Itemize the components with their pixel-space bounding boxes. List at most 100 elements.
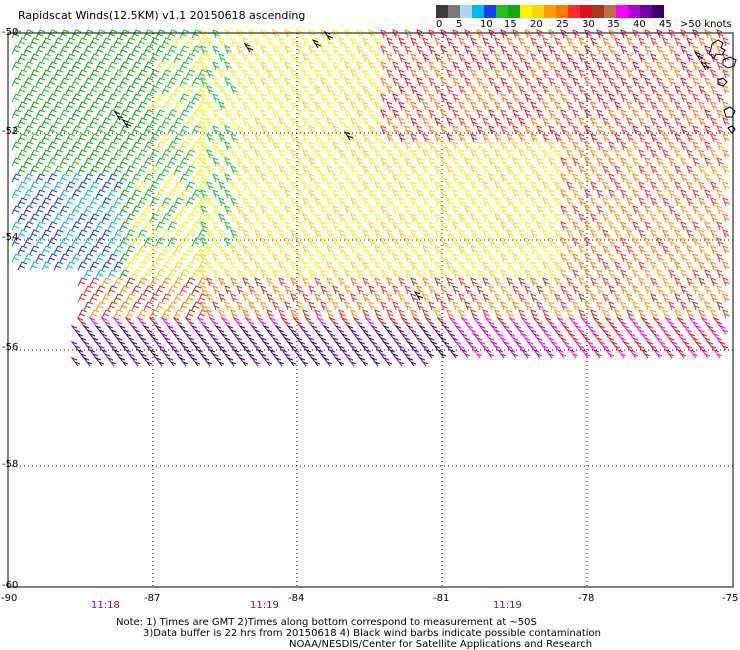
wind-barb bbox=[692, 173, 700, 183]
wind-barb bbox=[500, 77, 508, 87]
wind-barb bbox=[638, 133, 646, 143]
wind-barb bbox=[131, 141, 142, 151]
wind-barb bbox=[296, 29, 304, 39]
wind-barb bbox=[208, 332, 219, 343]
wind-barb bbox=[316, 348, 327, 359]
wind-barb bbox=[212, 189, 220, 199]
wind-barb bbox=[100, 316, 111, 327]
wind-barb bbox=[670, 340, 681, 351]
land-island bbox=[708, 39, 726, 59]
wind-barb bbox=[11, 173, 22, 183]
wind-barb bbox=[634, 340, 645, 351]
wind-barb bbox=[500, 61, 508, 71]
wind-barb bbox=[230, 117, 238, 127]
wind-barb bbox=[542, 101, 550, 111]
wind-barb bbox=[434, 277, 442, 287]
wind-barb bbox=[71, 237, 82, 247]
wind-barb bbox=[704, 77, 712, 87]
wind-barb bbox=[398, 245, 406, 255]
wind-barb bbox=[266, 37, 274, 47]
wind-barb bbox=[112, 316, 123, 327]
wind-barb bbox=[278, 85, 286, 95]
wind-barb bbox=[220, 316, 231, 327]
wind-barb bbox=[644, 29, 652, 39]
wind-barb bbox=[302, 37, 310, 47]
wind-barb bbox=[296, 205, 304, 215]
wind-barb bbox=[388, 348, 399, 359]
wind-barb bbox=[692, 29, 700, 39]
wind-barb bbox=[113, 101, 124, 111]
wind-barb bbox=[161, 309, 172, 319]
wind-barb bbox=[652, 348, 663, 359]
wind-barb bbox=[332, 61, 340, 71]
wind-barb bbox=[434, 37, 442, 47]
wind-barb bbox=[35, 221, 46, 231]
wind-barb bbox=[368, 109, 376, 119]
wind-barb bbox=[620, 109, 628, 119]
wind-barb bbox=[482, 101, 490, 111]
wind-barb bbox=[572, 93, 580, 103]
wind-barb bbox=[494, 165, 502, 175]
wind-barb bbox=[236, 285, 244, 295]
wind-barb bbox=[620, 221, 628, 231]
wind-barb bbox=[308, 125, 316, 135]
wind-barb bbox=[212, 253, 220, 263]
wind-barb bbox=[436, 332, 447, 343]
wind-barb bbox=[548, 29, 556, 39]
wind-barb bbox=[542, 293, 550, 303]
wind-barb bbox=[125, 293, 136, 303]
wind-barb bbox=[470, 165, 478, 175]
wind-barb bbox=[592, 316, 603, 327]
wind-barb bbox=[682, 324, 693, 335]
wind-barb bbox=[668, 253, 676, 263]
wind-barb bbox=[334, 356, 345, 367]
wind-barb bbox=[296, 269, 304, 279]
wind-barb bbox=[350, 213, 358, 223]
wind-barb bbox=[704, 253, 712, 263]
wind-barb bbox=[106, 340, 117, 351]
wind-barb bbox=[143, 285, 154, 295]
wind-barb bbox=[626, 149, 634, 159]
wind-barb bbox=[290, 197, 298, 207]
wind-barb bbox=[698, 165, 706, 175]
wind-barb bbox=[308, 189, 316, 199]
wind-barb bbox=[422, 261, 430, 271]
wind-barb bbox=[190, 356, 201, 367]
wind-barb bbox=[602, 165, 610, 175]
wind-barb bbox=[290, 229, 298, 239]
wind-barb bbox=[220, 332, 231, 343]
wind-barb bbox=[496, 316, 507, 327]
wind-barb bbox=[131, 269, 142, 279]
wind-barb bbox=[77, 149, 88, 159]
wind-barb bbox=[628, 348, 639, 359]
wind-barb bbox=[650, 197, 658, 207]
wind-barb bbox=[512, 141, 520, 151]
wind-barb bbox=[554, 37, 562, 47]
wind-barb bbox=[119, 253, 130, 263]
wind-barb bbox=[113, 197, 124, 207]
wind-barb bbox=[434, 117, 442, 127]
wind-barb bbox=[602, 133, 610, 143]
wind-barb bbox=[572, 221, 580, 231]
wind-barb bbox=[320, 141, 328, 151]
wind-barb bbox=[137, 245, 148, 255]
wind-barb bbox=[464, 45, 472, 55]
wind-barb bbox=[488, 61, 496, 71]
wind-barb bbox=[206, 229, 214, 239]
wind-barb bbox=[644, 205, 652, 215]
wind-barb bbox=[106, 324, 117, 335]
wind-barb bbox=[322, 356, 333, 367]
wind-barb bbox=[218, 53, 226, 63]
wind-barb bbox=[686, 261, 694, 271]
wind-barb bbox=[272, 141, 280, 151]
wind-barb bbox=[161, 85, 172, 95]
wind-barb bbox=[65, 245, 76, 255]
wind-barb bbox=[248, 285, 256, 295]
wind-barb bbox=[47, 221, 58, 231]
wind-barb bbox=[668, 141, 676, 151]
wind-barb bbox=[530, 245, 538, 255]
wind-barb bbox=[476, 269, 484, 279]
wind-barb bbox=[173, 229, 184, 239]
wind-barb bbox=[656, 285, 664, 295]
wind-barb bbox=[184, 316, 195, 327]
